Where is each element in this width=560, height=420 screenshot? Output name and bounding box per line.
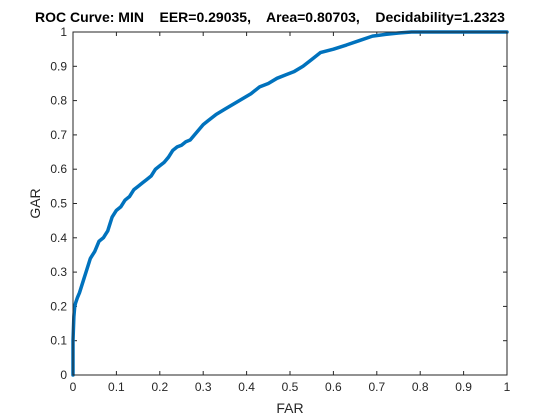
x-tick-label: 0.3	[195, 380, 212, 394]
y-tick-label: 0.9	[50, 59, 67, 73]
x-tick-label: 0.4	[238, 380, 255, 394]
x-tick-label: 0.7	[368, 380, 385, 394]
y-tick-label: 0.4	[50, 231, 67, 245]
roc-curve-line	[71, 30, 509, 377]
y-tick-label: 0.5	[50, 197, 67, 211]
y-tick-label: 0.1	[50, 334, 67, 348]
y-tick-label: 1	[60, 25, 67, 39]
x-tick-label: 0.6	[325, 380, 342, 394]
x-tick-label: 0.9	[455, 380, 472, 394]
axes-box	[72, 31, 508, 376]
y-tick-label: 0	[60, 368, 67, 382]
x-tick-label: 0	[70, 380, 77, 394]
y-tick-label: 0.8	[50, 94, 67, 108]
x-tick-label: 0.1	[108, 380, 125, 394]
x-tick-label: 0.8	[412, 380, 429, 394]
tick-labels-layer: 0 0.1 0.2 0.3 0.4 0.5 0.6 0.7 0.8 0.9 1 0 0.1 0.2 0.3 0…	[50, 25, 510, 394]
y-tick-label: 0.7	[50, 128, 67, 142]
x-axis-label: FAR	[276, 400, 303, 416]
x-tick-label: 1	[504, 380, 511, 394]
y-tick-label: 0.6	[50, 162, 67, 176]
y-tick-label: 0.3	[50, 265, 67, 279]
y-tick-label: 0.2	[50, 299, 67, 313]
chart-title: ROC Curve: MIN EER=0.29035, Area=0.80703…	[35, 9, 505, 25]
x-tick-label: 0.5	[282, 380, 299, 394]
y-axis-label: GAR	[27, 188, 43, 218]
ticks-layer	[72, 31, 508, 376]
x-tick-label: 0.2	[151, 380, 168, 394]
